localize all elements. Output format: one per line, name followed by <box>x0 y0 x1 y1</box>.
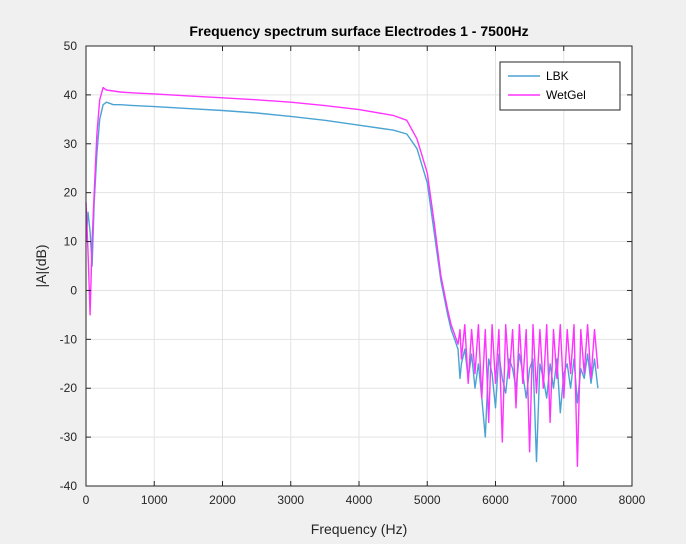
x-tick-label: 5000 <box>414 493 441 507</box>
legend-box <box>499 61 621 111</box>
x-tick-label: 0 <box>83 493 90 507</box>
y-tick-label: 0 <box>70 283 77 297</box>
y-tick-label: 30 <box>64 137 78 151</box>
series-line-lbk <box>85 101 599 463</box>
y-tick-label: 50 <box>64 39 78 53</box>
x-tick-label: 8000 <box>619 493 646 507</box>
y-tick-label: -30 <box>60 430 78 444</box>
legend-label-wetgel: WetGel <box>546 88 586 102</box>
x-tick-label: 7000 <box>550 493 577 507</box>
y-axis-label: |A|(dB) <box>33 244 49 287</box>
y-tick-label: 20 <box>64 186 78 200</box>
x-tick-label: 4000 <box>346 493 373 507</box>
y-tick-label: 10 <box>64 235 78 249</box>
x-axis-label: Frequency (Hz) <box>311 521 407 537</box>
legend-label-lbk: LBK <box>546 69 569 83</box>
axis-ticks: 0 1000 2000 3000 4000 5000 6000 7000 8000 -40 -30 -… <box>60 39 646 507</box>
x-tick-label: 6000 <box>482 493 509 507</box>
y-tick-label: -20 <box>60 381 78 395</box>
x-tick-label: 1000 <box>141 493 168 507</box>
chart-title: Frequency spectrum surface Electrodes 1 … <box>189 23 528 39</box>
legend: LBK WetGel <box>499 61 621 111</box>
series-line-wetgel <box>85 86 599 468</box>
y-tick-label: -10 <box>60 332 78 346</box>
x-tick-label: 2000 <box>209 493 236 507</box>
y-tick-label: -40 <box>60 479 78 493</box>
y-tick-label: 40 <box>64 88 78 102</box>
series-layer <box>85 86 599 468</box>
x-tick-label: 3000 <box>277 493 304 507</box>
